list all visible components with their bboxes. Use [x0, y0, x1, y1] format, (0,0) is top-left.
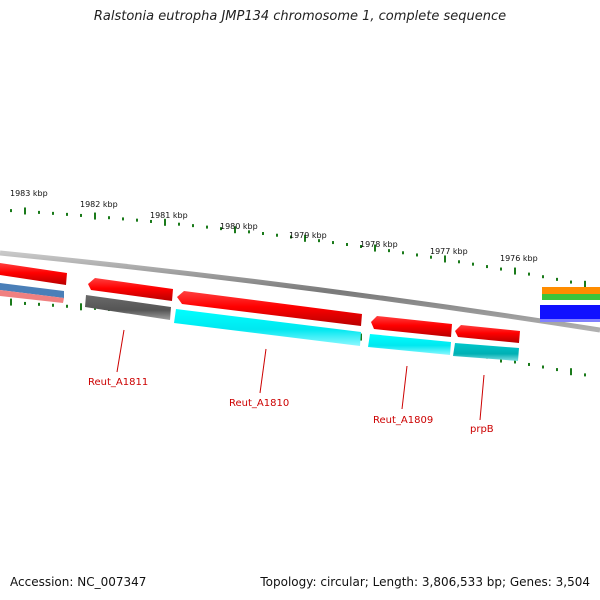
minor-tick — [556, 368, 558, 372]
major-tick — [164, 218, 166, 226]
minor-tick — [584, 373, 586, 377]
minor-tick — [178, 222, 180, 226]
minor-tick — [332, 241, 334, 245]
chromosome-backbone — [0, 250, 600, 333]
minor-tick — [136, 218, 138, 222]
minor-tick — [262, 232, 264, 236]
major-tick — [360, 333, 362, 341]
minor-tick — [52, 211, 54, 215]
minor-tick — [430, 255, 432, 259]
minor-tick — [542, 365, 544, 369]
major-tick — [234, 226, 236, 234]
minor-tick — [108, 216, 110, 220]
feature-salmon[interactable] — [0, 290, 64, 303]
minor-tick — [318, 239, 320, 243]
minor-tick — [528, 272, 530, 276]
major-tick — [94, 212, 96, 220]
major-tick — [80, 303, 82, 311]
gene-label[interactable]: Reut_A1810 — [229, 398, 289, 409]
minor-tick — [388, 249, 390, 253]
scale-ticks-upper — [10, 207, 586, 288]
minor-tick — [458, 260, 460, 264]
major-tick — [444, 255, 446, 263]
gene-arrow[interactable] — [85, 295, 171, 320]
label-leaders — [116, 329, 485, 421]
feature-green[interactable] — [542, 294, 600, 300]
feature-white-gap — [542, 300, 600, 305]
accession-text: Accession: NC_007347 — [10, 575, 147, 589]
minor-tick — [80, 213, 82, 217]
major-tick — [514, 267, 516, 275]
gene-arrow[interactable] — [455, 325, 520, 343]
minor-tick — [290, 235, 292, 239]
reverse-strand — [0, 283, 519, 361]
minor-tick — [24, 301, 26, 305]
minor-tick — [122, 217, 124, 221]
major-tick — [570, 368, 572, 376]
minor-tick — [486, 265, 488, 269]
major-tick — [304, 234, 306, 242]
minor-tick — [38, 302, 40, 306]
map-title: Ralstonia eutropha JMP134 chromosome 1, … — [93, 9, 507, 24]
minor-tick — [150, 219, 152, 223]
minor-tick — [66, 212, 68, 216]
minor-tick — [570, 280, 572, 284]
feature-orange[interactable] — [542, 287, 600, 294]
feature-blue[interactable] — [540, 305, 600, 319]
minor-tick — [542, 275, 544, 279]
feature-steelblue[interactable] — [0, 283, 64, 298]
scale-label: 1983 kbp — [10, 189, 48, 198]
minor-tick — [402, 251, 404, 255]
scale-labels: 1983 kbp 1982 kbp 1981 kbp 1980 kbp 1979… — [10, 189, 538, 263]
minor-tick — [416, 253, 418, 257]
scale-label: 1981 kbp — [150, 211, 188, 220]
scale-label: 1982 kbp — [80, 200, 118, 209]
topology-summary: Topology: circular; Length: 3,806,533 bp… — [260, 575, 590, 589]
minor-tick — [52, 303, 54, 307]
major-tick — [584, 280, 586, 288]
minor-tick — [360, 245, 362, 249]
gene-arrow[interactable] — [371, 316, 452, 337]
feature-blue-light — [540, 319, 600, 322]
minor-tick — [276, 233, 278, 237]
gene-label[interactable]: prpB — [470, 424, 494, 435]
gene-arrow[interactable] — [177, 291, 362, 326]
gene-label[interactable]: Reut_A1809 — [373, 415, 433, 426]
minor-tick — [10, 209, 12, 213]
forward-strand — [0, 263, 600, 343]
scale-label: 1978 kbp — [360, 240, 398, 249]
scale-label: 1976 kbp — [500, 254, 538, 263]
scale-label: 1977 kbp — [430, 247, 468, 256]
minor-tick — [472, 262, 474, 266]
scale-label: 1980 kbp — [220, 222, 258, 231]
gene-arrow[interactable] — [368, 334, 451, 355]
minor-tick — [38, 210, 40, 214]
minor-tick — [514, 360, 516, 364]
minor-tick — [248, 230, 250, 234]
minor-tick — [500, 267, 502, 271]
minor-tick — [556, 277, 558, 281]
gene-arrow[interactable] — [0, 263, 67, 285]
minor-tick — [528, 362, 530, 366]
minor-tick — [192, 224, 194, 228]
major-tick — [374, 244, 376, 252]
gene-label[interactable]: Reut_A1811 — [88, 377, 148, 388]
minor-tick — [66, 304, 68, 308]
major-tick — [24, 207, 26, 215]
major-tick — [10, 298, 12, 306]
scale-label: 1979 kbp — [289, 231, 327, 240]
minor-tick — [346, 243, 348, 247]
minor-tick — [220, 227, 222, 231]
gene-arrow[interactable] — [174, 309, 361, 346]
gene-arrow[interactable] — [453, 343, 519, 361]
minor-tick — [206, 225, 208, 229]
gene-arrow[interactable] — [88, 278, 173, 301]
